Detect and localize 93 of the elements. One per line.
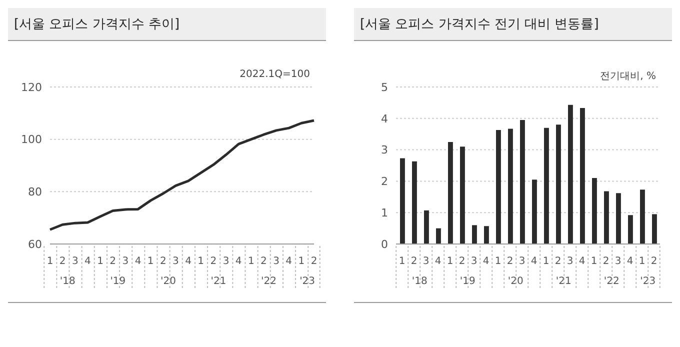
x-tick-label: 1: [46, 256, 54, 267]
x-tick-label: 1: [198, 256, 204, 267]
x-tick-label: 1: [298, 256, 305, 267]
x-tick-label: 1: [248, 256, 254, 267]
x-tick-label: 3: [422, 256, 430, 267]
x-tick-label: 2: [410, 256, 418, 267]
chart-title: [서울 오피스 가격지수 전기 대비 변동률]: [354, 8, 672, 41]
y-tick-label: 100: [21, 133, 42, 146]
chart-title: [서울 오피스 가격지수 추이]: [8, 8, 326, 41]
bar: [400, 158, 405, 244]
bar: [520, 120, 525, 244]
text: '22: [261, 276, 277, 287]
x-tick-label: 3: [72, 256, 78, 267]
y-tick-label: 1: [381, 206, 388, 220]
text: '18: [412, 276, 428, 287]
x-tick-label: 4: [286, 256, 292, 267]
x-tick-label: 2: [59, 256, 66, 267]
x-tick-label: 4: [626, 256, 634, 267]
bar: [616, 193, 621, 244]
y-tick-label: 4: [381, 112, 388, 126]
x-tick-label: 2: [310, 256, 318, 267]
x-tick-label: 3: [518, 256, 526, 267]
x-tick-label: 3: [172, 256, 179, 267]
bar: [544, 128, 549, 244]
x-tick-label: 4: [84, 256, 91, 267]
bar: [412, 161, 417, 244]
y-tick-label: 2: [381, 175, 388, 188]
text: '19: [460, 276, 476, 287]
y-tick-label: 80: [28, 186, 42, 199]
x-tick-label: 4: [134, 256, 142, 267]
bar: [580, 108, 585, 244]
text: 전기대비, %: [600, 70, 656, 83]
text: '23: [640, 276, 656, 287]
bar: [424, 210, 429, 244]
x-tick-label: 2: [554, 256, 562, 267]
text: '18: [60, 276, 76, 287]
text: '22: [604, 276, 620, 287]
bar: [568, 104, 573, 244]
x-tick-label: 2: [110, 256, 116, 267]
x-tick-label: 4: [482, 256, 490, 267]
bar: [436, 228, 441, 244]
x-tick-label: 4: [578, 256, 586, 267]
bar: [556, 124, 561, 244]
bar: [484, 226, 489, 244]
y-tick-label: 3: [381, 144, 388, 157]
x-tick-label: 2: [602, 256, 610, 267]
x-tick-label: 1: [97, 256, 104, 267]
bar: [496, 130, 501, 244]
bar: [460, 146, 465, 244]
x-tick-label: 1: [590, 256, 598, 267]
text: 2022.1Q=100: [240, 69, 310, 80]
y-tick-label: 120: [21, 80, 42, 94]
bar: [592, 178, 597, 244]
x-tick-label: 3: [273, 256, 280, 267]
x-tick-label: 2: [210, 256, 217, 267]
x-tick-label: 4: [530, 256, 538, 267]
x-tick-label: 3: [222, 256, 230, 267]
x-tick-label: 4: [185, 256, 192, 267]
x-tick-label: 1: [446, 256, 454, 267]
x-tick-label: 3: [122, 256, 129, 267]
x-tick-label: 3: [614, 256, 622, 267]
text: '20: [160, 276, 176, 287]
x-tick-label: 1: [147, 256, 154, 267]
bar: [532, 180, 537, 244]
text: '19: [110, 276, 126, 287]
x-tick-label: 3: [470, 256, 478, 267]
text: '21: [556, 276, 572, 287]
bar: [652, 214, 657, 244]
y-tick-label: 0: [381, 238, 388, 251]
bar: [472, 225, 477, 244]
x-tick-label: 2: [160, 256, 166, 267]
text: '20: [508, 276, 524, 287]
text: '21: [210, 276, 226, 287]
x-tick-label: 4: [434, 256, 442, 267]
x-tick-label: 4: [235, 256, 242, 267]
y-tick-label: 5: [381, 80, 388, 94]
x-tick-label: 3: [566, 256, 574, 267]
x-tick-label: 1: [542, 256, 550, 267]
text: '23: [300, 276, 316, 287]
bar: [640, 190, 645, 244]
bar: [604, 191, 609, 244]
line-series: [48, 119, 316, 231]
x-tick-label: 1: [398, 256, 406, 267]
bar: [448, 142, 453, 244]
x-tick-label: 2: [458, 256, 466, 267]
x-tick-label: 2: [506, 256, 514, 267]
x-tick-label: 1: [638, 256, 646, 267]
bar: [508, 128, 513, 244]
x-tick-label: 1: [494, 256, 502, 267]
x-tick-label: 2: [650, 256, 658, 267]
bar: [628, 215, 633, 244]
y-tick-label: 60: [28, 238, 42, 251]
x-tick-label: 2: [260, 256, 267, 267]
